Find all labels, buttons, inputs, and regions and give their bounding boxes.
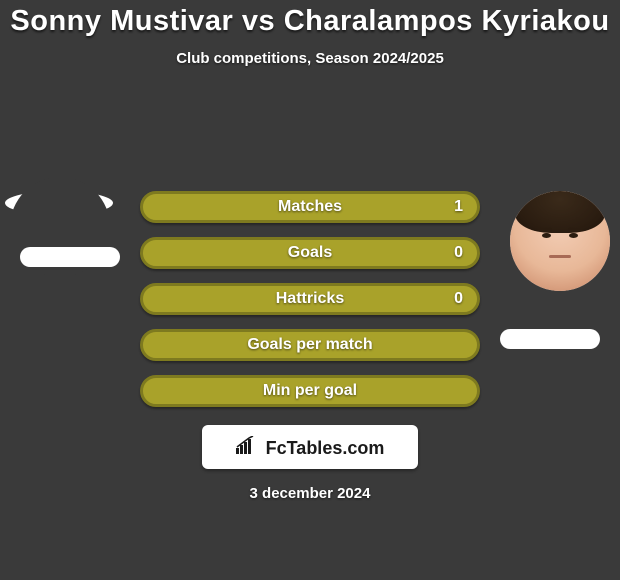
stat-bar: Goals 0 xyxy=(140,237,480,269)
stats-area: Matches 1 Goals 0 Hattricks 0 Goals per match M… xyxy=(0,67,620,502)
stat-bar: Hattricks 0 xyxy=(140,283,480,315)
stat-bar: Min per goal xyxy=(140,375,480,407)
stat-pill-left xyxy=(20,247,120,267)
comparison-card: Sonny Mustivar vs Charalampos Kyriakou C… xyxy=(0,0,620,580)
date-label: 3 december 2024 xyxy=(0,485,620,502)
stat-bar-label: Matches xyxy=(278,198,342,216)
stat-bar-label: Hattricks xyxy=(276,290,344,308)
stat-bar-value: 0 xyxy=(454,244,463,262)
stat-bar: Goals per match xyxy=(140,329,480,361)
player-avatar-right xyxy=(510,191,610,291)
stat-bar-label: Min per goal xyxy=(263,382,357,400)
chart-icon xyxy=(236,436,258,459)
avatar-eye xyxy=(569,233,578,238)
stat-bar-label: Goals xyxy=(288,244,332,262)
avatar-eye xyxy=(542,233,551,238)
logo-label: FcTables.com xyxy=(266,438,385,459)
logo-text: FcTables.com xyxy=(236,436,385,459)
avatar-hair xyxy=(515,191,605,233)
avatar-face xyxy=(510,191,610,291)
stat-bar-label: Goals per match xyxy=(247,336,372,354)
fctables-logo: FcTables.com xyxy=(202,425,418,469)
stat-pill-right xyxy=(500,329,600,349)
stat-bar: Matches 1 xyxy=(140,191,480,223)
subtitle: Club competitions, Season 2024/2025 xyxy=(0,50,620,67)
stat-bars: Matches 1 Goals 0 Hattricks 0 Goals per match M… xyxy=(140,67,480,407)
page-title: Sonny Mustivar vs Charalampos Kyriakou xyxy=(0,0,620,36)
stat-bar-value: 0 xyxy=(454,290,463,308)
stat-bar-value: 1 xyxy=(454,198,463,216)
avatar-mouth xyxy=(549,255,571,258)
